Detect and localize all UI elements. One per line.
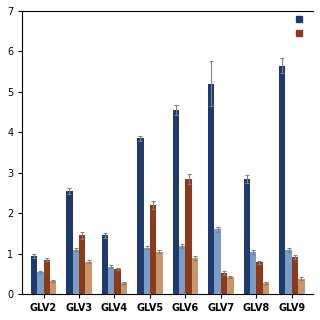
Bar xyxy=(244,179,250,294)
Bar xyxy=(66,191,73,294)
Bar xyxy=(79,236,85,294)
Bar xyxy=(250,252,256,294)
Bar xyxy=(31,256,37,294)
Bar xyxy=(292,257,298,294)
Bar xyxy=(185,179,192,294)
Bar xyxy=(263,283,269,294)
Bar xyxy=(121,283,127,294)
Bar xyxy=(37,272,44,294)
Bar xyxy=(298,279,305,294)
Bar xyxy=(192,258,198,294)
Bar xyxy=(227,277,234,294)
Bar xyxy=(85,262,92,294)
Bar xyxy=(73,250,79,294)
Bar xyxy=(221,273,227,294)
Bar xyxy=(50,281,56,294)
Bar xyxy=(108,267,115,294)
Bar xyxy=(115,269,121,294)
Bar xyxy=(144,248,150,294)
Bar xyxy=(279,66,285,294)
Bar xyxy=(256,262,263,294)
Bar xyxy=(137,138,144,294)
Bar xyxy=(150,205,156,294)
Bar xyxy=(172,110,179,294)
Bar xyxy=(285,250,292,294)
Bar xyxy=(179,246,185,294)
Legend: , : , xyxy=(296,15,309,38)
Bar xyxy=(214,229,221,294)
Bar xyxy=(208,84,214,294)
Bar xyxy=(156,252,163,294)
Bar xyxy=(44,260,50,294)
Bar xyxy=(102,236,108,294)
